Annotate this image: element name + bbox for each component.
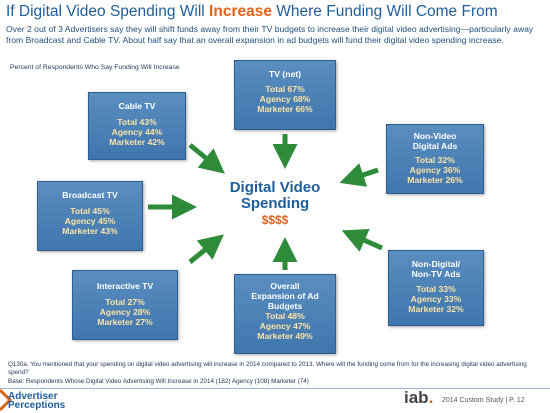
arrow-cable-tv — [188, 143, 225, 174]
source-title: Broadcast TV — [62, 190, 118, 200]
source-total: Total 43% — [117, 117, 157, 127]
source-box-cable-tv: Cable TV Total 43% Agency 44% Marketer 4… — [88, 92, 186, 160]
source-agency: Agency 33% — [410, 294, 462, 304]
source-marketer: Marketer 42% — [109, 137, 165, 147]
source-total: Total 33% — [416, 284, 456, 294]
logo-line2: Perceptions — [8, 400, 66, 411]
footer-divider — [0, 388, 550, 389]
source-agency: Agency 68% — [259, 94, 311, 104]
source-title: Interactive TV — [96, 281, 154, 291]
source-box-non-video-digital: Non-Video Digital Ads Total 32% Agency 3… — [386, 124, 484, 194]
source-marketer: Marketer 43% — [62, 226, 118, 236]
source-title: Non-Digital/ — [411, 259, 461, 269]
source-total: Total 67% — [265, 84, 305, 94]
source-box-tv-net: TV (net) Total 67% Agency 68% Marketer 6… — [234, 60, 336, 130]
source-title: TV (net) — [269, 69, 301, 79]
base-footnote: Base: Respondents Whose Digital Video Ad… — [8, 378, 309, 385]
source-agency: Agency 45% — [64, 216, 116, 226]
title-text-end: Where Funding Will Come From — [271, 3, 498, 20]
page-title: If Digital Video Spending Will Increase … — [6, 3, 498, 21]
study-page-label: 2014 Custom Study | P. 12 — [442, 397, 525, 404]
source-title: Overall — [270, 281, 300, 291]
source-box-overall-expansion: Overall Expansion of Ad Budgets Total 48… — [234, 274, 336, 354]
source-total: Total 32% — [415, 155, 455, 165]
center-line2: Spending — [240, 195, 310, 212]
title-text: If Digital Video Spending Will — [6, 3, 210, 20]
center-node: Digital Video Spending $$$$ — [210, 180, 340, 228]
iab-dot: . — [428, 388, 434, 407]
logo-line1: Advertiser — [8, 391, 58, 402]
advertiser-perceptions-logo-mark — [0, 388, 12, 412]
source-title-line2: Non-TV Ads — [411, 269, 461, 279]
source-title: Non-Video — [413, 131, 457, 141]
source-total: Total 48% — [265, 311, 305, 321]
source-marketer: Marketer 27% — [97, 317, 153, 327]
source-box-interactive-tv: Interactive TV Total 27% Agency 28% Mark… — [72, 270, 178, 340]
subtitle: Over 2 out of 3 Advertisers say they wil… — [6, 24, 534, 45]
center-money: $$$$ — [261, 213, 289, 227]
iab-logo: iab. — [404, 388, 433, 408]
arrow-interactive-tv — [188, 234, 224, 264]
source-agency: Agency 36% — [409, 165, 461, 175]
title-highlight: Increase — [209, 3, 272, 20]
source-marketer: Marketer 26% — [407, 175, 463, 185]
center-line1: Digital Video — [229, 179, 321, 196]
source-agency: Agency 44% — [111, 127, 163, 137]
source-title: Cable TV — [118, 101, 156, 111]
advertiser-perceptions-logo: Advertiser Perceptions — [8, 391, 66, 411]
arrow-non-digital — [341, 228, 384, 252]
arrow-non-video-digital — [339, 163, 379, 187]
question-footnote: Q130a. You mentioned that your spending … — [8, 361, 527, 376]
source-agency: Agency 28% — [99, 307, 151, 317]
source-title-line2: Expansion of Ad — [251, 291, 319, 301]
source-agency: Agency 47% — [259, 321, 311, 331]
source-marketer: Marketer 32% — [408, 304, 464, 314]
iab-text: iab — [404, 388, 429, 407]
source-title-line2: Digital Ads — [412, 141, 458, 151]
chart-label: Percent of Respondents Who Say Funding W… — [10, 64, 180, 71]
source-marketer: Marketer 66% — [257, 104, 313, 114]
source-total: Total 45% — [70, 206, 110, 216]
source-box-broadcast-tv: Broadcast TV Total 45% Agency 45% Market… — [37, 181, 143, 251]
source-total: Total 27% — [105, 297, 145, 307]
source-title-line3: Budgets — [267, 301, 303, 311]
source-box-non-digital-non-tv: Non-Digital/ Non-TV Ads Total 33% Agency… — [388, 250, 484, 326]
source-marketer: Marketer 49% — [257, 331, 313, 341]
